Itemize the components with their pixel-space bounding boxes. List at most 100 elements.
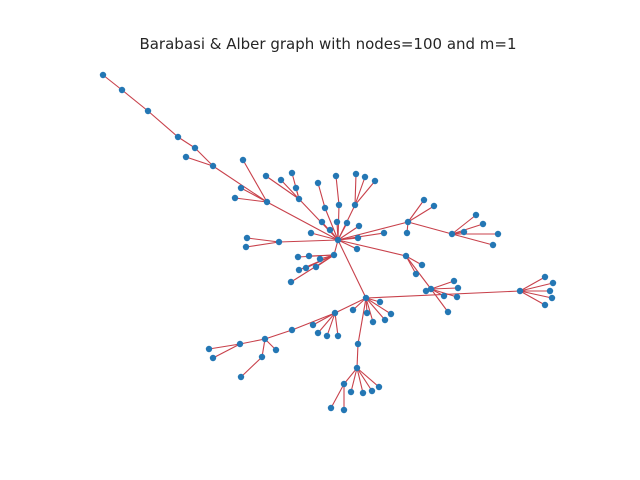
graph-node bbox=[516, 287, 524, 295]
graph-node bbox=[546, 287, 554, 295]
graph-node bbox=[332, 172, 340, 180]
graph-node bbox=[454, 284, 462, 292]
graph-edge bbox=[407, 199, 425, 223]
graph-node bbox=[420, 196, 428, 204]
graph-node bbox=[236, 340, 244, 348]
graph-node bbox=[99, 71, 107, 79]
graph-edge bbox=[430, 287, 459, 290]
graph-edge bbox=[265, 175, 300, 200]
graph-node bbox=[368, 387, 376, 395]
graph-node bbox=[548, 294, 556, 302]
graph-node bbox=[237, 184, 245, 192]
graph-edge bbox=[330, 383, 345, 409]
graph-node bbox=[312, 263, 320, 271]
graph-edge bbox=[147, 110, 179, 138]
graph-node bbox=[262, 172, 270, 180]
graph-node bbox=[295, 195, 303, 203]
graph-node bbox=[334, 332, 342, 340]
graph-edge bbox=[194, 147, 214, 167]
graph-edge bbox=[177, 136, 196, 149]
graph-node bbox=[444, 308, 452, 316]
graph-edge bbox=[185, 156, 214, 167]
graph-node bbox=[549, 279, 557, 287]
graph-node bbox=[371, 177, 379, 185]
graph-node bbox=[258, 353, 266, 361]
graph-node bbox=[355, 222, 363, 230]
graph-edge bbox=[337, 239, 367, 299]
edge-layer bbox=[102, 74, 554, 410]
graph-node bbox=[427, 285, 435, 293]
graph-node bbox=[302, 264, 310, 272]
graph-node bbox=[541, 273, 549, 281]
graph-node bbox=[354, 234, 362, 242]
graph-node bbox=[381, 316, 389, 324]
graph-node bbox=[402, 252, 410, 260]
graph-node bbox=[334, 236, 342, 244]
graph-node bbox=[354, 340, 362, 348]
graph-edge bbox=[350, 367, 358, 393]
graph-node bbox=[118, 86, 126, 94]
graph-edge bbox=[337, 239, 358, 250]
graph-node bbox=[318, 218, 326, 226]
graph-edge bbox=[407, 221, 453, 235]
graph-node bbox=[263, 198, 271, 206]
graph-node bbox=[261, 335, 269, 343]
graph-edge bbox=[407, 205, 435, 223]
graph-edge bbox=[239, 338, 266, 345]
graph-edge bbox=[430, 280, 455, 290]
graph-node bbox=[453, 293, 461, 301]
graph-node bbox=[327, 404, 335, 412]
graph-node bbox=[272, 346, 280, 354]
graph-edge bbox=[354, 173, 357, 206]
graph-node bbox=[412, 270, 420, 278]
graph-edge bbox=[278, 239, 339, 243]
graph-node bbox=[363, 309, 371, 317]
graph-edge bbox=[208, 343, 241, 350]
graph-edge bbox=[356, 367, 373, 392]
graph-node bbox=[404, 218, 412, 226]
graph-edge bbox=[337, 222, 348, 241]
graph-edge bbox=[240, 356, 263, 378]
graph-edge bbox=[212, 165, 268, 203]
graph-node bbox=[242, 243, 250, 251]
graph-edge bbox=[317, 182, 326, 209]
graph-edge bbox=[337, 239, 407, 257]
graph-node bbox=[489, 241, 497, 249]
graph-node bbox=[331, 309, 339, 317]
graph-edge bbox=[290, 254, 335, 283]
graph-node bbox=[380, 229, 388, 237]
graph-node bbox=[359, 389, 367, 397]
graph-node bbox=[352, 170, 360, 178]
graph-edge bbox=[337, 225, 360, 241]
graph-node bbox=[231, 194, 239, 202]
graph-node bbox=[460, 228, 468, 236]
graph-node bbox=[275, 238, 283, 246]
graph-node bbox=[314, 329, 322, 337]
graph-edge bbox=[365, 297, 386, 321]
graph-node bbox=[479, 220, 487, 228]
graph-node bbox=[422, 287, 430, 295]
graph-node bbox=[307, 229, 315, 237]
graph-node bbox=[292, 184, 300, 192]
graph-edge bbox=[121, 89, 149, 112]
graph-node bbox=[349, 306, 357, 314]
graph-node bbox=[330, 251, 338, 259]
graph-edge bbox=[297, 254, 335, 258]
graph-node bbox=[472, 211, 480, 219]
graph-edge bbox=[335, 175, 340, 206]
graph-edge bbox=[451, 214, 477, 235]
graph-edge bbox=[365, 297, 392, 315]
graph-node bbox=[353, 364, 361, 372]
graph-edge bbox=[242, 159, 268, 203]
graph-edge bbox=[310, 232, 339, 241]
graph-node bbox=[305, 252, 313, 260]
graph-edge bbox=[326, 312, 336, 337]
graph-edge bbox=[317, 312, 336, 334]
graph-edge bbox=[451, 223, 484, 235]
graph-node bbox=[494, 230, 502, 238]
graph-node bbox=[353, 245, 361, 253]
graph-node bbox=[295, 266, 303, 274]
graph-edge bbox=[334, 297, 367, 314]
graph-edge bbox=[264, 329, 293, 340]
graph-node bbox=[237, 373, 245, 381]
